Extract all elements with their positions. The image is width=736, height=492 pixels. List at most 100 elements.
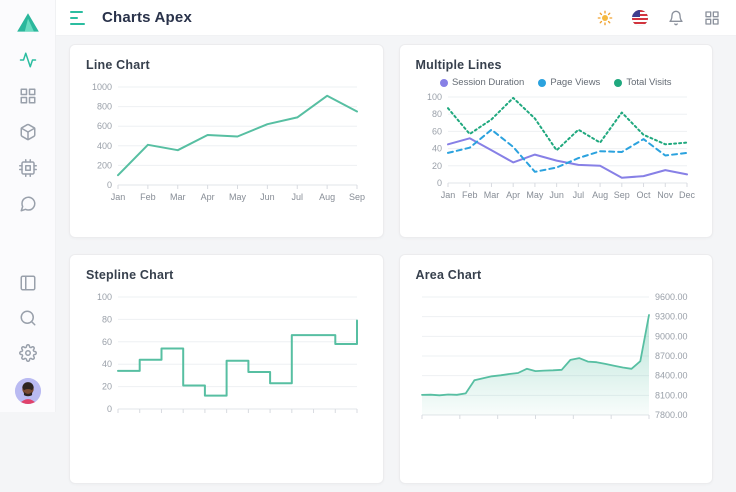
svg-text:Sep: Sep	[349, 192, 365, 202]
svg-text:1000: 1000	[92, 82, 112, 92]
svg-text:May: May	[526, 190, 544, 200]
svg-text:0: 0	[107, 180, 112, 190]
search-icon	[19, 309, 37, 327]
header-actions	[596, 9, 720, 26]
svg-text:9300.00: 9300.00	[655, 312, 688, 322]
sidebar-layout-icon	[19, 274, 37, 292]
svg-text:80: 80	[431, 109, 441, 119]
legend-marker	[614, 79, 622, 87]
svg-text:80: 80	[102, 314, 112, 324]
svg-text:400: 400	[97, 141, 112, 151]
svg-text:Dec: Dec	[678, 190, 695, 200]
card-title: Area Chart	[416, 268, 697, 282]
svg-text:Jan: Jan	[111, 192, 126, 202]
svg-text:May: May	[229, 192, 247, 202]
bell-icon	[668, 10, 684, 26]
svg-text:Sep: Sep	[613, 190, 629, 200]
user-avatar[interactable]	[15, 378, 41, 404]
multiple-lines-card: Multiple Lines Session Duration Page View…	[399, 44, 714, 238]
legend-item-total-visits[interactable]: Total Visits	[614, 77, 671, 88]
legend-item-session-duration[interactable]: Session Duration	[440, 77, 524, 88]
sidebar-nav	[18, 50, 38, 214]
svg-text:200: 200	[97, 160, 112, 170]
svg-text:Jul: Jul	[291, 192, 303, 202]
sidebar-bottom	[15, 273, 41, 404]
legend-label: Page Views	[550, 77, 600, 88]
grid-icon	[19, 87, 37, 105]
svg-text:Apr: Apr	[506, 190, 520, 200]
legend-item-page-views[interactable]: Page Views	[538, 77, 600, 88]
apps-grid-icon	[704, 10, 720, 26]
cpu-icon	[19, 159, 37, 177]
svg-text:9000.00: 9000.00	[655, 331, 688, 341]
svg-text:8100.00: 8100.00	[655, 390, 688, 400]
sidebar-item-docs[interactable]	[18, 273, 38, 293]
sidebar-item-system[interactable]	[18, 158, 38, 178]
apps-button[interactable]	[703, 9, 720, 26]
sidebar-item-settings[interactable]	[18, 343, 38, 363]
svg-text:Jun: Jun	[549, 190, 564, 200]
sidebar-item-activity[interactable]	[18, 50, 38, 70]
chart-legend: Session Duration Page Views Total Visits	[416, 74, 697, 91]
us-flag-icon[interactable]	[632, 10, 648, 26]
sun-icon	[597, 10, 613, 26]
legend-label: Session Duration	[452, 77, 524, 88]
svg-text:600: 600	[97, 121, 112, 131]
svg-text:800: 800	[97, 102, 112, 112]
svg-text:40: 40	[102, 359, 112, 369]
svg-text:8400.00: 8400.00	[655, 371, 688, 381]
svg-text:40: 40	[431, 144, 441, 154]
activity-icon	[19, 51, 37, 69]
svg-text:60: 60	[102, 337, 112, 347]
svg-text:Nov: Nov	[657, 190, 674, 200]
svg-text:9600.00: 9600.00	[655, 292, 688, 302]
legend-marker	[440, 79, 448, 87]
legend-marker	[538, 79, 546, 87]
menu-toggle-button[interactable]	[70, 11, 88, 25]
chat-bubble-icon	[19, 195, 37, 213]
card-title: Multiple Lines	[416, 58, 697, 72]
sidebar	[0, 0, 56, 412]
notifications-button[interactable]	[667, 9, 684, 26]
sidebar-item-chat[interactable]	[18, 194, 38, 214]
stepline-chart-canvas: 0 20 40 60 80 100	[86, 291, 367, 417]
svg-text:0: 0	[107, 404, 112, 414]
svg-text:Jul: Jul	[572, 190, 584, 200]
triangle-logo[interactable]	[13, 8, 43, 38]
svg-text:Feb: Feb	[461, 190, 477, 200]
svg-text:Jun: Jun	[260, 192, 275, 202]
sidebar-item-dashboards[interactable]	[18, 86, 38, 106]
svg-text:Jan: Jan	[440, 190, 455, 200]
svg-text:100: 100	[97, 292, 112, 302]
header: Charts Apex	[56, 0, 736, 36]
svg-text:20: 20	[431, 161, 441, 171]
sidebar-item-search[interactable]	[18, 308, 38, 328]
svg-text:Aug: Aug	[592, 190, 608, 200]
chart-svg: 0 20 40 60 80 100	[86, 291, 367, 417]
cube-icon	[19, 123, 37, 141]
svg-text:Mar: Mar	[170, 192, 186, 202]
svg-text:60: 60	[431, 126, 441, 136]
svg-text:Mar: Mar	[483, 190, 499, 200]
sidebar-item-components[interactable]	[18, 122, 38, 142]
svg-text:0: 0	[436, 178, 441, 188]
svg-text:8700.00: 8700.00	[655, 351, 688, 361]
card-title: Line Chart	[86, 58, 367, 72]
triangle-logo-icon	[15, 10, 41, 36]
svg-text:20: 20	[102, 382, 112, 392]
svg-text:Aug: Aug	[319, 192, 335, 202]
svg-text:100: 100	[426, 92, 441, 102]
svg-text:Apr: Apr	[201, 192, 215, 202]
avatar-illustration	[15, 378, 41, 404]
chart-svg: 7800.008100.008400.008700.009000.009300.…	[416, 291, 697, 423]
theme-toggle-button[interactable]	[596, 9, 613, 26]
